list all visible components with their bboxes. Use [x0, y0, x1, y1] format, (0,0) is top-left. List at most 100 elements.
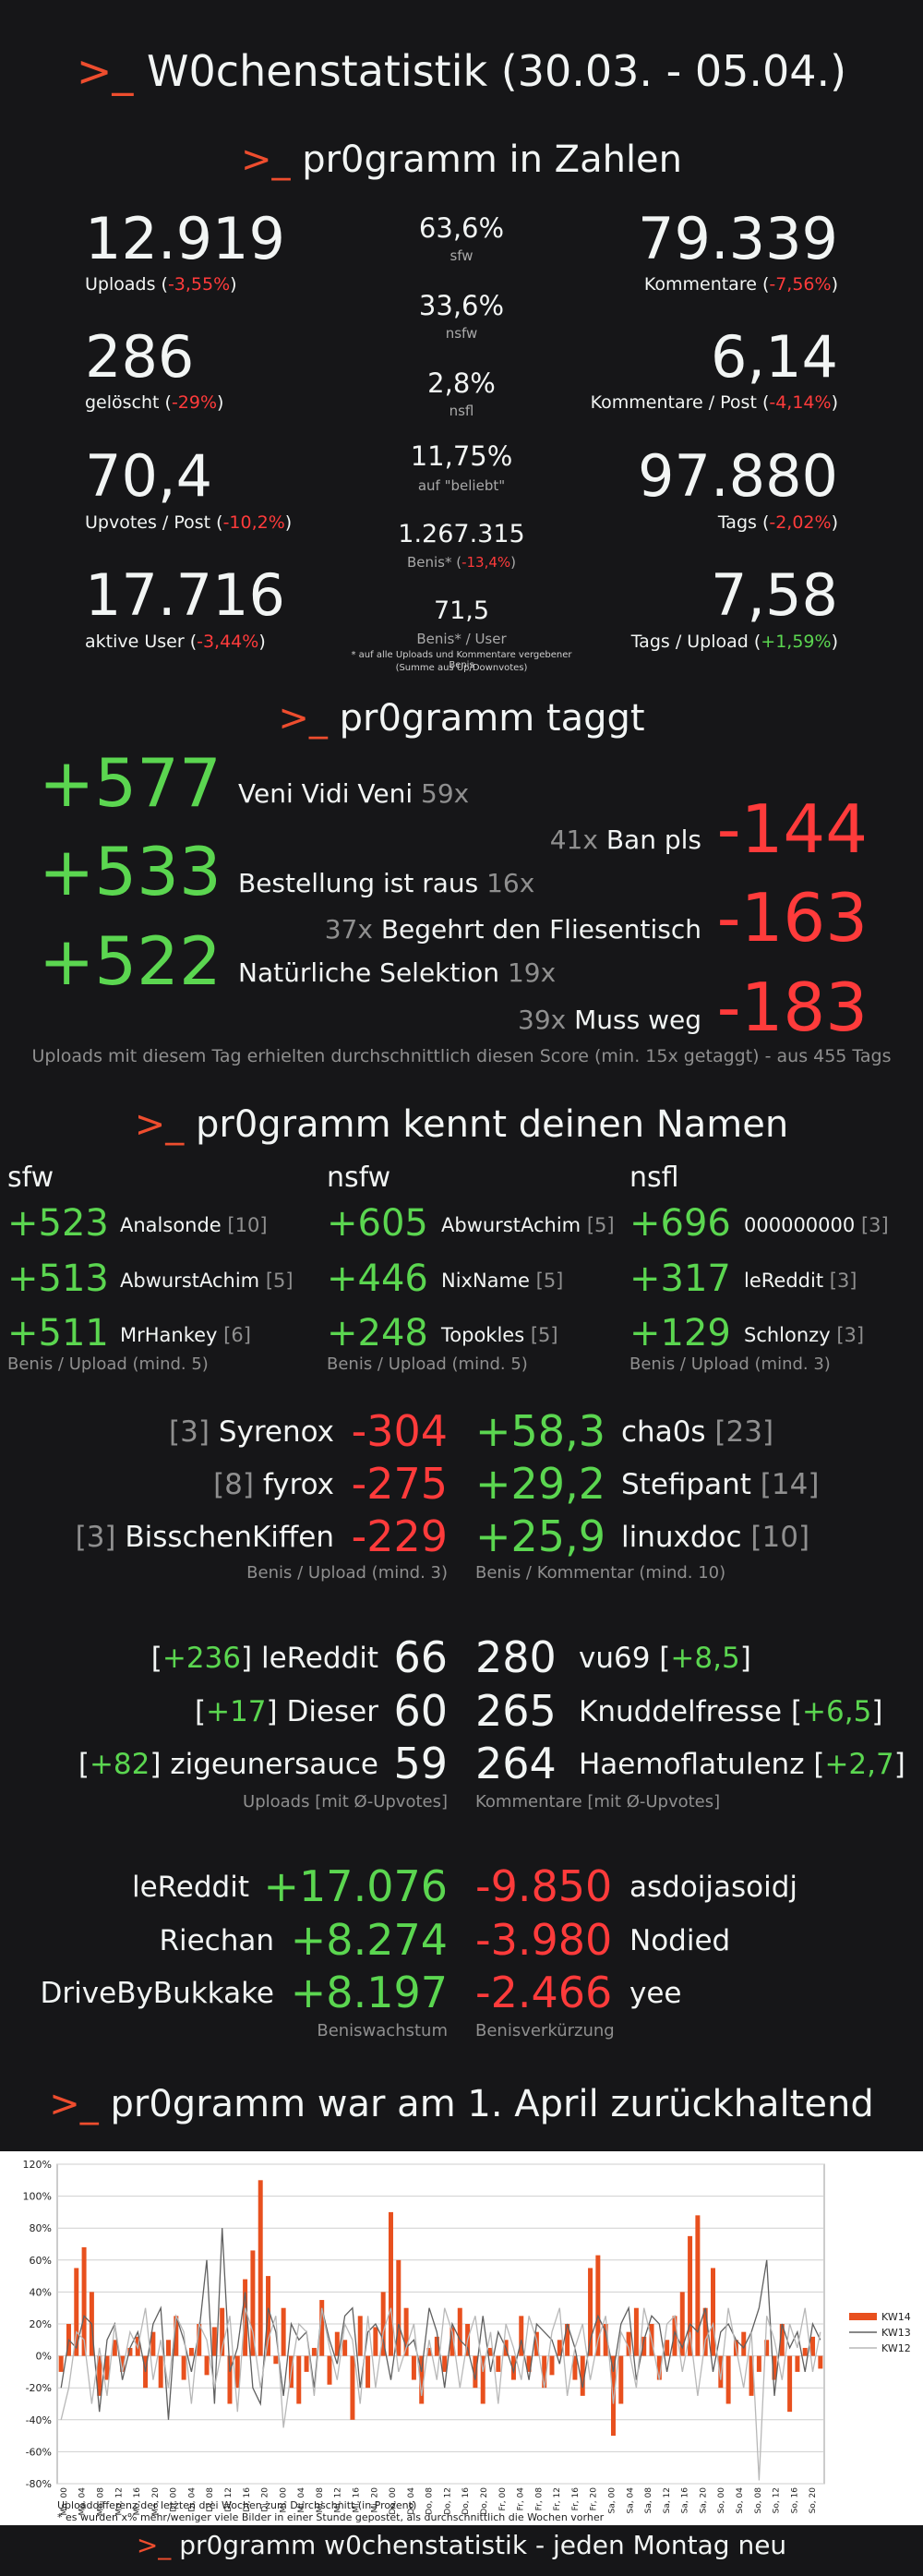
stat-label: Uploads (-3,55%): [85, 274, 237, 295]
legend-swatch: [849, 2313, 877, 2320]
section-taggt-heading: >_ pr0gramm taggt: [278, 697, 645, 740]
user-score: +129: [629, 1312, 731, 1354]
stat-value: 2,8%: [427, 367, 496, 399]
y-tick-label: 120%: [23, 2159, 52, 2171]
x-tick-label: Fr, 20: [590, 2487, 599, 2511]
chart-bar: [610, 2355, 616, 2437]
chart-bar: [120, 2355, 126, 2372]
user-value: +8.274: [290, 1915, 448, 1965]
chart-bar: [220, 2307, 225, 2356]
user-name: [8] fyrox: [213, 1468, 334, 1501]
x-tick-label: Mi, 12: [334, 2487, 343, 2512]
chart-bar: [97, 2355, 102, 2396]
chart-bar: [549, 2355, 555, 2376]
user-name: linuxdoc [10]: [621, 1521, 810, 1554]
section-zahlen-heading: >_ pr0gramm in Zahlen: [240, 138, 683, 181]
stat-label: aktive User (-3,44%): [85, 632, 266, 652]
section-note: Uploads [mit Ø-Upvotes]: [243, 1792, 448, 1812]
stat-label: Benis* / User: [416, 631, 507, 647]
chart-lines: [60, 2228, 821, 2481]
tags-note: Uploads mit diesem Tag erhielten durchsc…: [31, 1046, 892, 1066]
chart-bar: [174, 2316, 179, 2356]
legend-label: KW12: [881, 2342, 911, 2354]
user-name: leReddit: [131, 1871, 249, 1904]
user-score: +29,2: [475, 1459, 605, 1509]
stat-label: auf "beliebt": [417, 477, 506, 494]
chart-bar: [250, 2250, 256, 2356]
series-line-kw13: [60, 2228, 821, 2420]
user-name: [3] Syrenox: [169, 1415, 334, 1449]
x-tick-label: Sa, 12: [663, 2487, 672, 2513]
user-score: +696: [629, 1202, 731, 1245]
footnote: * auf alle Uploads und Kommentare vergeb…: [351, 650, 572, 670]
y-tick-label: -80%: [26, 2478, 52, 2490]
user-name: Topokles [5]: [441, 1324, 558, 1346]
y-tick-label: 0%: [36, 2351, 52, 2363]
user-score: +513: [7, 1258, 109, 1300]
chart-bar: [327, 2355, 332, 2385]
x-tick-label: Fr, 16: [571, 2487, 581, 2511]
chart-bar: [311, 2347, 317, 2356]
tag-name: Veni Vidi Veni 59x: [238, 778, 470, 809]
user-name: Riechan: [159, 1924, 274, 1957]
chart-bar: [749, 2355, 754, 2396]
chart-bar: [350, 2355, 355, 2420]
chart-bar: [258, 2180, 263, 2356]
chart-x-labels: Mo, 00 Mo, 04 Mo, 08 Mo, 12 Mo, 16 Mo, 20 Di, …: [60, 2487, 818, 2516]
chart-bar: [519, 2316, 524, 2356]
tag-score: +533: [39, 833, 222, 910]
chart-bar: [580, 2355, 585, 2396]
chart-bar: [756, 2355, 761, 2372]
chart-bar: [526, 2355, 532, 2372]
chart-bar: [426, 2347, 432, 2356]
tag-score: -144: [716, 790, 868, 868]
chart-bar: [243, 2279, 248, 2356]
column-note: Benis / Upload (mind. 3): [629, 1354, 831, 1374]
section-note: Benis / Kommentar (mind. 10): [475, 1563, 726, 1583]
tag-name: 37x Begehrt den Fliesentisch: [324, 914, 701, 945]
chart-bar: [779, 2324, 785, 2356]
chart-bar: [380, 2292, 386, 2356]
chart-bar: [488, 2347, 494, 2356]
chart-bar: [557, 2340, 562, 2356]
legend-label: KW13: [881, 2327, 911, 2339]
x-tick-label: Do, 00: [389, 2487, 398, 2515]
chart-bar: [741, 2331, 747, 2356]
user-name: DriveByBukkake: [40, 1977, 274, 2010]
chart-bar: [510, 2355, 516, 2380]
tag-name: 39x Muss weg: [518, 1005, 701, 1035]
stat-value: 70,4: [85, 442, 213, 510]
user-value: +8.197: [290, 1968, 448, 2017]
chart-bar: [626, 2331, 631, 2356]
chart-bar: [672, 2316, 677, 2356]
chart-bar: [688, 2235, 693, 2356]
stat-label: gelöscht (-29%): [85, 392, 224, 413]
user-score: -229: [351, 1511, 448, 1561]
chart-bar: [211, 2327, 217, 2356]
chart-bar: [411, 2355, 416, 2380]
stat-value: 33,6%: [418, 290, 505, 321]
x-tick-label: Fr, 04: [517, 2487, 526, 2511]
user-value: 265: [475, 1686, 557, 1736]
chart-bar: [366, 2355, 371, 2389]
x-tick-label: Di, 00: [170, 2487, 179, 2512]
chart-bar: [58, 2355, 64, 2372]
x-tick-label: Mo, 04: [78, 2487, 88, 2516]
chart-bar: [227, 2355, 233, 2404]
chart-bar: [480, 2355, 485, 2404]
user-name: Haemoflatulenz [+2,7]: [579, 1748, 905, 1781]
chart-bar: [188, 2347, 194, 2356]
tag-name: 41x Ban pls: [549, 825, 701, 855]
user-name: Knuddelfresse [+6,5]: [579, 1695, 883, 1728]
column-title: nsfl: [629, 1162, 679, 1194]
user-name: [+236] leReddit: [150, 1642, 378, 1675]
upload-difference-chart: 120% 100% 80% 60% 40% 20% 0% -20% -40% -60% -80% M…: [0, 2151, 923, 2525]
chart-bar: [679, 2292, 685, 2356]
stat-value: 11,75%: [410, 440, 513, 472]
section-note: Kommentare [mit Ø-Upvotes]: [475, 1792, 721, 1812]
chart-bar: [112, 2340, 117, 2356]
chart-bar: [342, 2340, 348, 2356]
user-name: leReddit [3]: [744, 1270, 857, 1292]
stat-value: 79.339: [638, 205, 838, 272]
user-value: 66: [393, 1632, 448, 1682]
